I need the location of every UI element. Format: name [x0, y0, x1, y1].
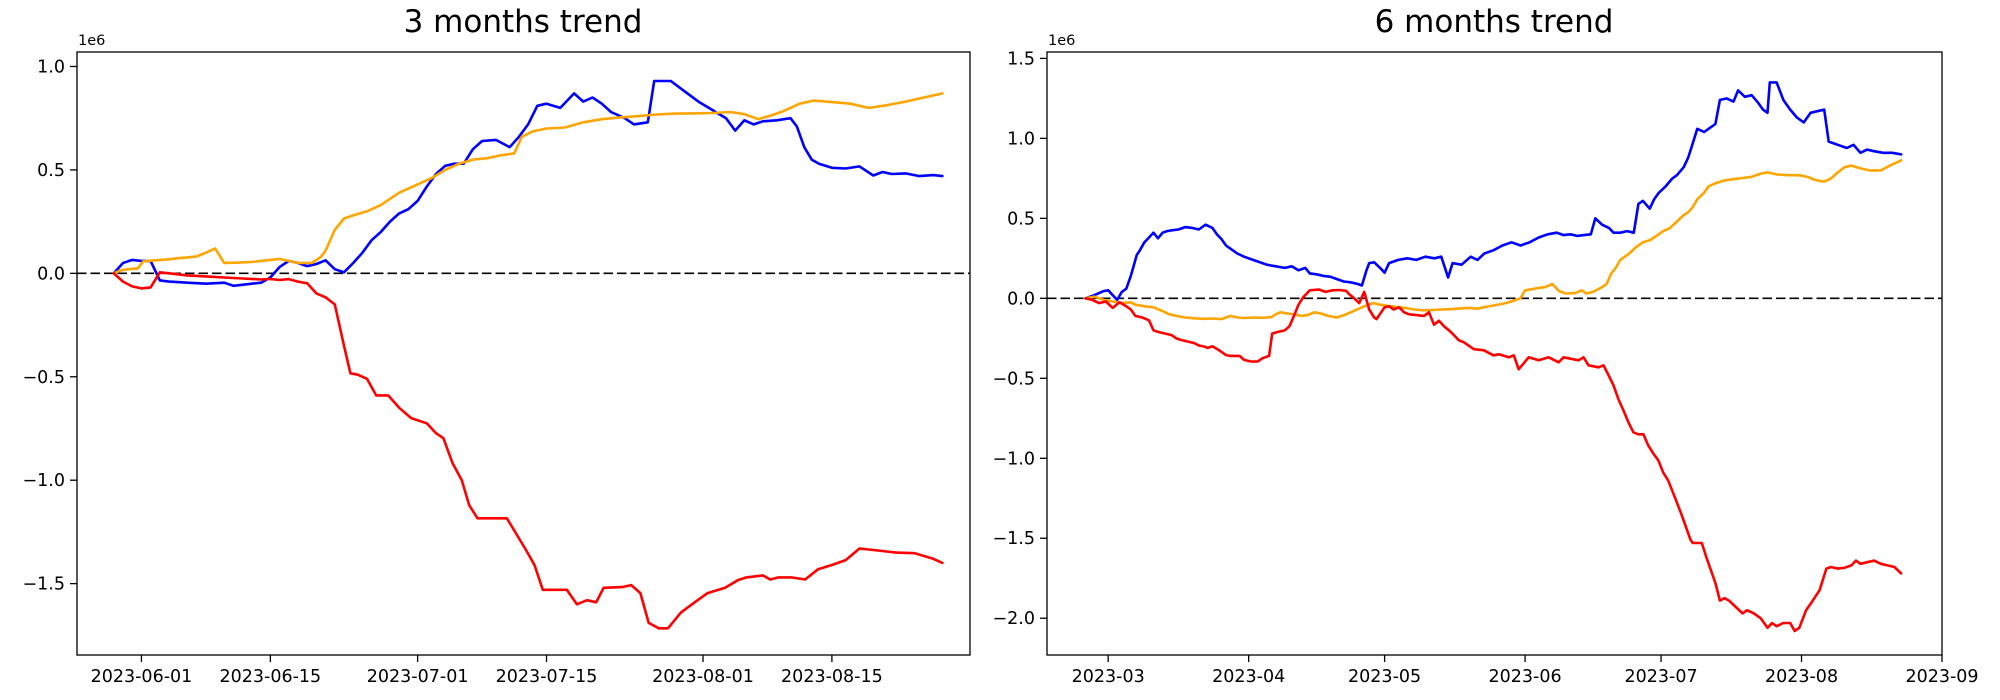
y-tick-label: −1.0: [23, 471, 66, 491]
plot-border: [1046, 51, 1943, 656]
series-orange-line: [112, 92, 944, 275]
y-tick-label: 1.5: [1007, 49, 1035, 69]
x-tick-label: 2023-08-01: [652, 667, 754, 687]
x-tick-label: 2023-08-15: [781, 667, 883, 687]
x-tick-label: 2023-05: [1348, 667, 1421, 687]
y-tick-label: 1.0: [1007, 129, 1035, 149]
y-tick-label: −2.0: [993, 609, 1036, 629]
x-tick-label: 2023-07: [1624, 667, 1697, 687]
y-tick-label: 0.0: [37, 264, 65, 284]
x-tick-label: 2023-06: [1489, 667, 1562, 687]
right-chart-title: 6 months trend: [1374, 4, 1614, 40]
y-tick-label: 0.0: [1007, 289, 1035, 309]
x-tick-label: 2023-06-15: [219, 667, 321, 687]
y-tick-label: 0.5: [37, 161, 65, 181]
series-red-line: [1084, 288, 1903, 633]
y-tick-label: 0.5: [1007, 209, 1035, 229]
y-tick-label: −1.5: [23, 575, 66, 595]
x-tick-label: 2023-09: [1905, 667, 1978, 687]
y-tick-label: 1.0: [37, 57, 65, 77]
y-tick-label: −1.5: [993, 529, 1036, 549]
x-tick-label: 2023-07-01: [367, 667, 469, 687]
series-red-line: [112, 270, 944, 630]
y-tick-label: −0.5: [23, 368, 66, 388]
x-tick-label: 2023-03: [1072, 667, 1145, 687]
y-tick-label: −1.0: [993, 449, 1036, 469]
y-tick-label: −0.5: [993, 369, 1036, 389]
plot-border: [76, 51, 971, 656]
x-tick-label: 2023-07-15: [496, 667, 598, 687]
left-chart-title: 3 months trend: [403, 4, 643, 40]
left-y-axis-offset-label: 1e6: [78, 33, 106, 49]
right-y-axis-offset-label: 1e6: [1048, 33, 1076, 49]
x-tick-label: 2023-04: [1212, 667, 1285, 687]
series-orange-line: [1084, 159, 1903, 321]
series-blue-line: [1084, 81, 1903, 302]
series-blue-line: [112, 79, 944, 288]
x-tick-label: 2023-06-01: [91, 667, 193, 687]
x-tick-label: 2023-08: [1765, 667, 1838, 687]
